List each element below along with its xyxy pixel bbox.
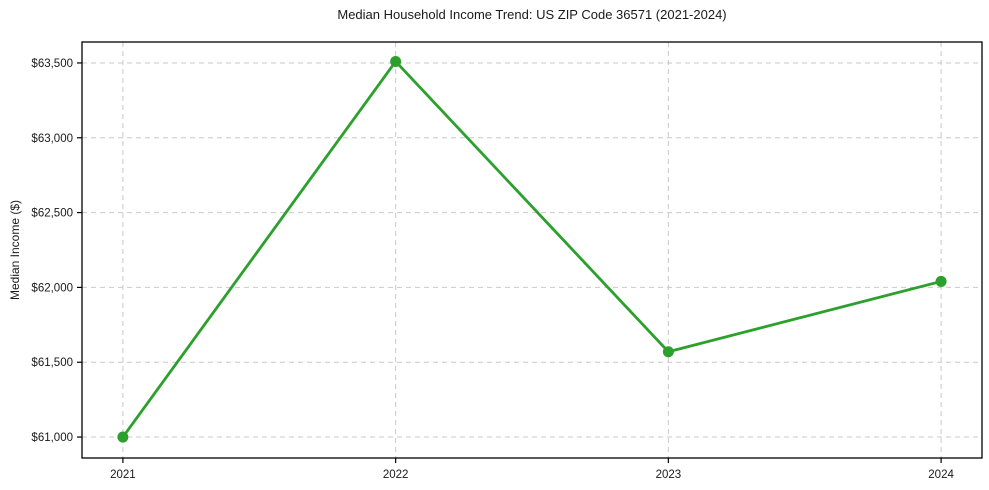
chart-title: Median Household Income Trend: US ZIP Co… — [337, 7, 727, 22]
x-tick-label: 2022 — [383, 469, 409, 481]
y-tick-label: $63,500 — [31, 58, 73, 70]
x-tick-label: 2023 — [656, 469, 682, 481]
y-tick-label: $61,000 — [31, 432, 73, 444]
x-tick-label: 2021 — [110, 469, 136, 481]
trend-line — [121, 60, 943, 439]
axes-border — [81, 41, 983, 459]
data-point — [390, 55, 402, 67]
y-tick-label: $62,500 — [31, 208, 73, 220]
y-tick-label: $63,000 — [31, 133, 73, 145]
data-point — [662, 346, 674, 358]
data-point — [117, 431, 129, 443]
data-point — [935, 275, 947, 287]
y-tick-label: $61,500 — [31, 357, 73, 369]
y-tick-label: $62,000 — [31, 282, 73, 294]
x-tick-label: 2024 — [928, 469, 954, 481]
